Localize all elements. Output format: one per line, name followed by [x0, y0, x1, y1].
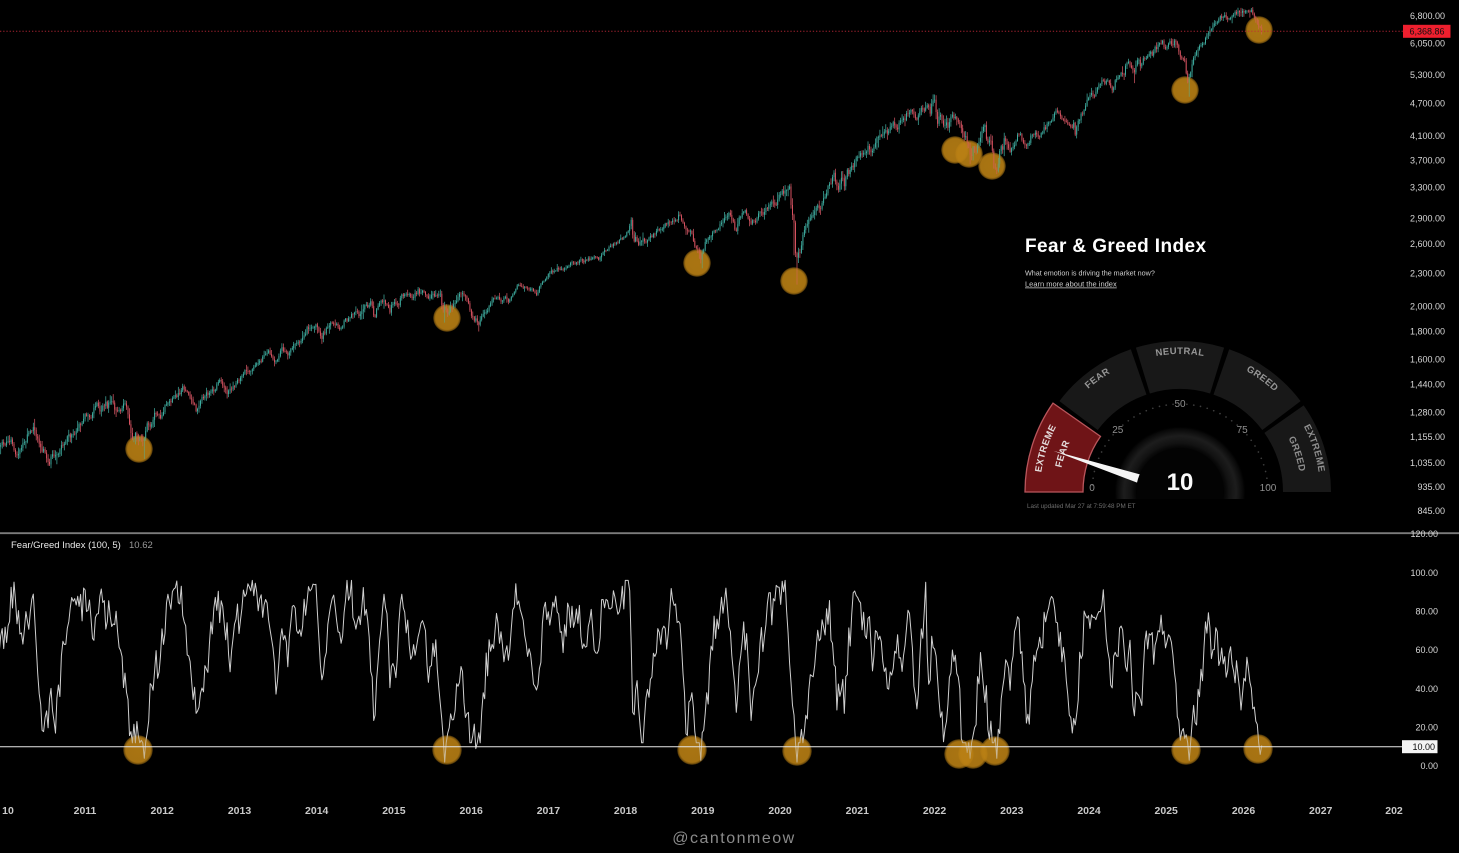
svg-text:202: 202	[1385, 805, 1403, 817]
svg-text:2018: 2018	[614, 805, 638, 817]
svg-text:2,900.00: 2,900.00	[1410, 213, 1445, 223]
svg-text:2015: 2015	[382, 805, 406, 817]
svg-text:20.00: 20.00	[1415, 723, 1438, 733]
svg-text:1,600.00: 1,600.00	[1410, 355, 1445, 365]
svg-text:4,700.00: 4,700.00	[1410, 99, 1445, 109]
svg-text:What emotion is driving the ma: What emotion is driving the market now?	[1025, 269, 1155, 278]
svg-text:2026: 2026	[1232, 805, 1256, 817]
svg-text:Last updated Mar 27 at 7:59:48: Last updated Mar 27 at 7:59:48 PM ET	[1027, 503, 1136, 510]
svg-text:10: 10	[2, 805, 14, 817]
svg-text:2014: 2014	[305, 805, 329, 817]
svg-text:0: 0	[1089, 483, 1095, 494]
svg-text:120.00: 120.00	[1410, 529, 1438, 539]
svg-text:2023: 2023	[1000, 805, 1024, 817]
svg-text:1,035.00: 1,035.00	[1410, 458, 1445, 468]
svg-text:80.00: 80.00	[1415, 607, 1438, 617]
svg-text:2025: 2025	[1155, 805, 1179, 817]
svg-text:2011: 2011	[74, 805, 97, 817]
svg-text:935.00: 935.00	[1417, 482, 1445, 492]
svg-text:50: 50	[1174, 399, 1186, 410]
svg-text:10.00: 10.00	[1412, 742, 1435, 752]
svg-text:4,100.00: 4,100.00	[1410, 131, 1445, 141]
svg-text:2027: 2027	[1309, 805, 1333, 817]
svg-text:10.62: 10.62	[129, 540, 153, 551]
svg-text:3,300.00: 3,300.00	[1410, 183, 1445, 193]
svg-text:40.00: 40.00	[1415, 684, 1438, 694]
svg-text:3,700.00: 3,700.00	[1410, 155, 1445, 165]
svg-text:845.00: 845.00	[1417, 506, 1445, 516]
svg-text:0.00: 0.00	[1420, 761, 1438, 771]
svg-text:2016: 2016	[460, 805, 484, 817]
svg-text:2012: 2012	[151, 805, 175, 817]
svg-text:Fear & Greed Index: Fear & Greed Index	[1025, 236, 1206, 257]
svg-text:25: 25	[1112, 425, 1124, 436]
svg-text:2,600.00: 2,600.00	[1410, 239, 1445, 249]
svg-text:Fear/Greed Index (100, 5): Fear/Greed Index (100, 5)	[11, 540, 121, 551]
svg-text:75: 75	[1237, 425, 1249, 436]
svg-text:10: 10	[1167, 469, 1194, 496]
svg-text:Learn more about the index: Learn more about the index	[1025, 280, 1117, 289]
svg-text:100.00: 100.00	[1410, 568, 1438, 578]
svg-text:6,800.00: 6,800.00	[1410, 11, 1445, 21]
svg-text:2017: 2017	[537, 805, 561, 817]
svg-text:6,050.00: 6,050.00	[1410, 39, 1445, 49]
svg-text:100: 100	[1260, 483, 1277, 494]
svg-text:6,368.86: 6,368.86	[1409, 27, 1444, 37]
svg-text:5,300.00: 5,300.00	[1410, 70, 1445, 80]
svg-text:2019: 2019	[691, 805, 715, 817]
svg-text:2,300.00: 2,300.00	[1410, 268, 1445, 278]
svg-text:@cantonmeow: @cantonmeow	[672, 830, 795, 847]
svg-text:NEUTRAL: NEUTRAL	[1155, 346, 1205, 359]
svg-text:1,155.00: 1,155.00	[1410, 432, 1445, 442]
svg-text:2024: 2024	[1077, 805, 1101, 817]
svg-text:2022: 2022	[923, 805, 947, 817]
svg-text:2,000.00: 2,000.00	[1410, 302, 1445, 312]
svg-text:60.00: 60.00	[1415, 645, 1438, 655]
svg-text:2021: 2021	[846, 805, 870, 817]
svg-text:2013: 2013	[228, 805, 252, 817]
svg-text:1,280.00: 1,280.00	[1410, 408, 1445, 418]
svg-text:1,800.00: 1,800.00	[1410, 327, 1445, 337]
svg-text:1,440.00: 1,440.00	[1410, 380, 1445, 390]
svg-text:2020: 2020	[768, 805, 792, 817]
